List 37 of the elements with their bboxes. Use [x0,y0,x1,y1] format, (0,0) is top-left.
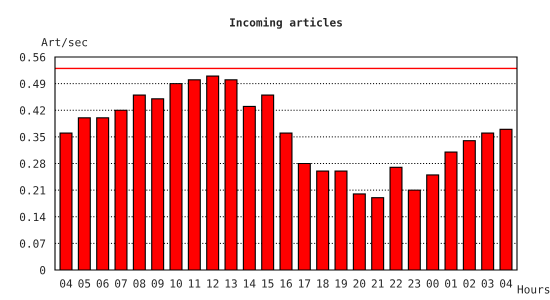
x-tick-label: 06 [96,279,109,288]
x-tick-label: 08 [133,279,146,288]
x-tick-label: 10 [170,279,182,288]
y-tick-label: 0.35 [20,132,46,142]
x-tick-label: 09 [152,279,164,288]
x-tick-label: 00 [426,279,439,288]
x-tick-label: 22 [390,279,402,288]
x-tick-label: 03 [482,279,494,288]
y-tick-label: 0.49 [20,80,46,88]
x-tick-label: 13 [226,279,237,288]
y-tick-label: 0.56 [20,53,46,62]
x-tick-label: 11 [188,279,200,288]
y-tick-label: 0.42 [20,106,46,115]
y-tick-label: 0.07 [20,239,46,248]
y-tick-label: 0 [40,266,46,274]
x-tick-label: 17 [298,279,310,288]
y-tick-label: 0.28 [20,160,46,168]
x-tick-label: 05 [78,279,90,288]
x-axis-title: Hours [518,285,550,294]
x-tick-label: 15 [262,279,274,288]
x-tick-label: 07 [115,279,127,288]
x-tick-label: 12 [207,279,218,288]
x-tick-label: 04 [60,279,72,288]
x-tick-label: 04 [500,279,512,288]
x-tick-label: 02 [463,279,476,288]
y-tick-label: 0.14 [20,212,46,222]
y-tick-label: 0.21 [20,186,46,195]
x-tick-label: 20 [353,279,366,288]
x-tick-label: 14 [244,279,256,288]
y-axis-title: Art/sec [41,38,88,48]
x-tick-label: 16 [280,279,292,288]
chart-title: Incoming articles [230,17,342,29]
x-tick-label: 19 [336,279,347,288]
x-tick-label: 01 [445,279,457,288]
x-tick-label: 23 [408,279,420,288]
x-tick-label: 21 [372,279,384,288]
x-tick-label: 18 [317,279,329,288]
